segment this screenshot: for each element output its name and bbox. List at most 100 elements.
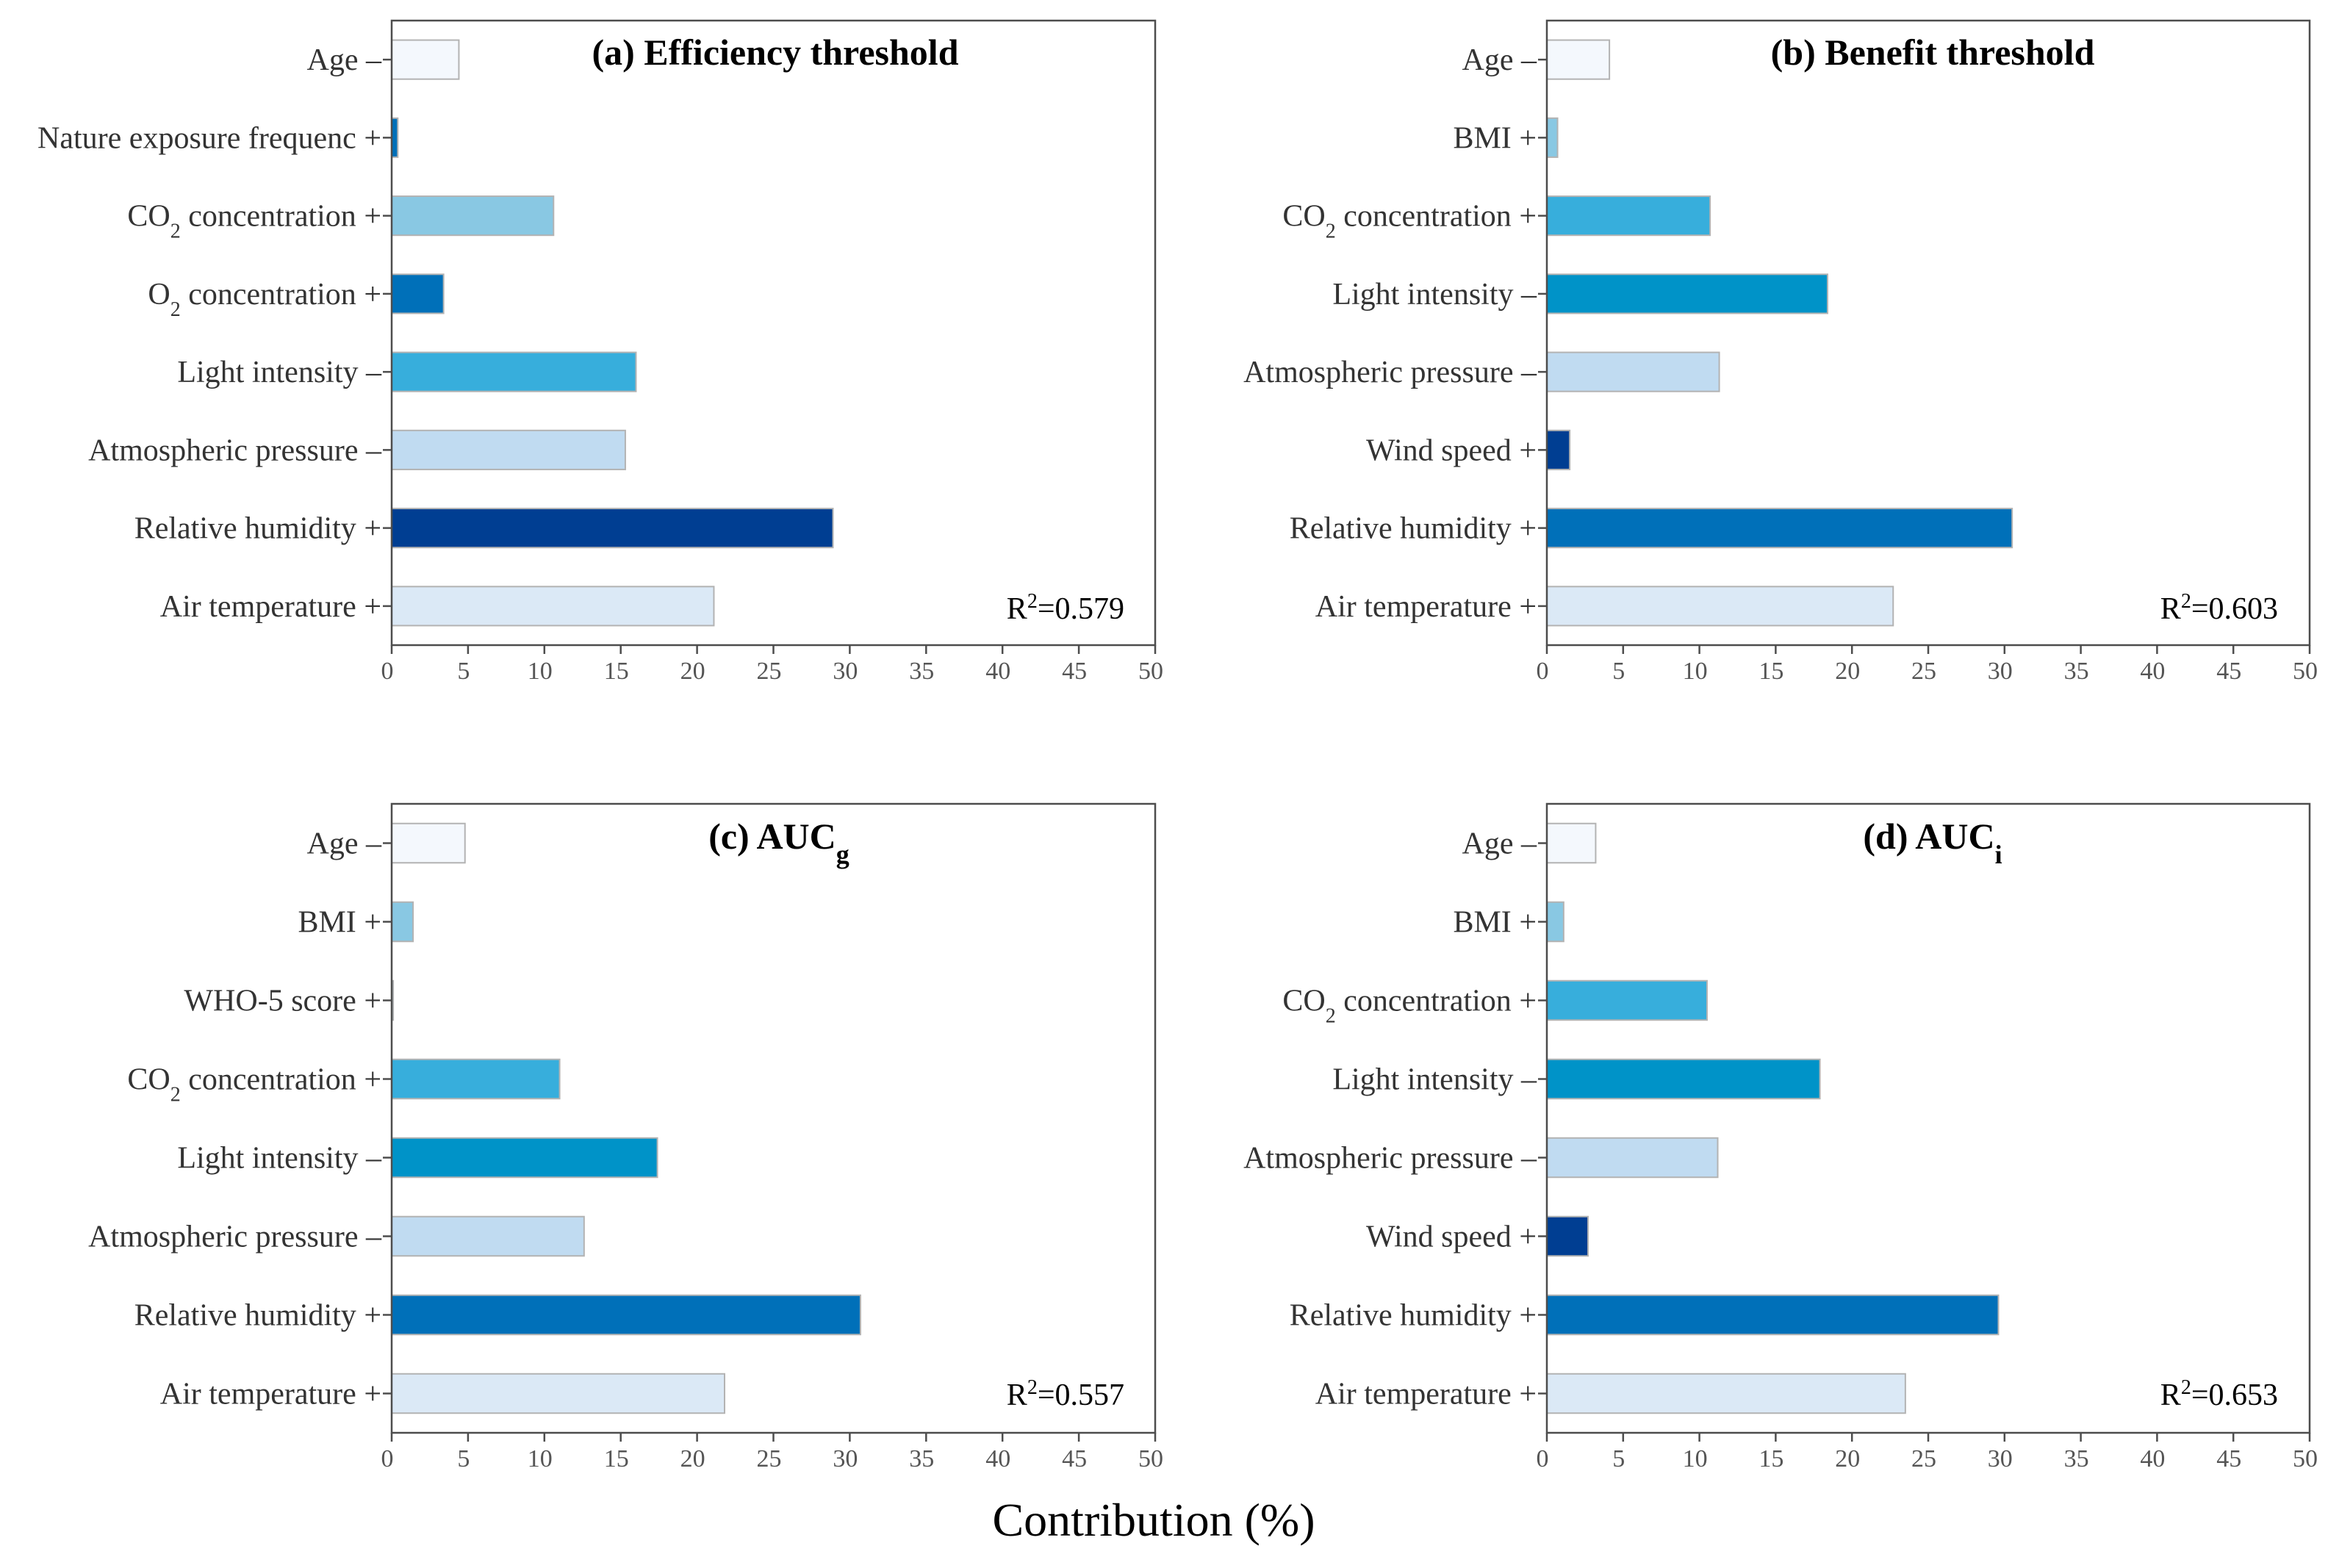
category-label-air-temperature: Air temperature + <box>1315 1378 1537 1411</box>
category-label-relative-humidity: Relative humidity + <box>134 512 381 546</box>
panel-title: (d) AUCi <box>1863 816 2002 869</box>
bar-atmospheric-pressure <box>1546 351 1720 392</box>
category-label-relative-humidity: Relative humidity + <box>1290 512 1537 546</box>
bar-light-intensity <box>391 351 637 392</box>
category-label-light-intensity: Light intensity – <box>177 356 382 389</box>
x-tick-label: 35 <box>2064 658 2089 685</box>
category-label-age: Age – <box>307 43 382 77</box>
x-tick-label: 45 <box>2216 658 2241 685</box>
x-tick-label: 0 <box>1537 1445 1549 1472</box>
x-tick-label: 0 <box>381 658 394 685</box>
bar-relative-humidity <box>1546 508 2013 549</box>
x-tick-label: 50 <box>2293 658 2318 685</box>
bar-age <box>1546 39 1611 80</box>
panel-title: (c) AUCg <box>708 816 849 869</box>
category-label-age: Age – <box>307 827 382 861</box>
bar-light-intensity <box>1546 273 1828 314</box>
bar-air-temperature <box>1546 1373 1906 1414</box>
bar-o2-concentration <box>391 273 445 314</box>
category-label-atmospheric-pressure: Atmospheric pressure – <box>1243 1142 1537 1176</box>
bar-co2-concentration <box>1546 195 1711 237</box>
bar-relative-humidity <box>391 508 834 549</box>
category-label-bmi: BMI + <box>1453 906 1537 940</box>
chart-panel-2: Age – BMI + CO2 concentration + Light inten… <box>1243 19 2318 685</box>
category-label-light-intensity: Light intensity – <box>1332 1063 1537 1097</box>
category-label-air-temperature: Air temperature + <box>160 1378 381 1411</box>
category-label-atmospheric-pressure: Atmospheric pressure – <box>88 1220 382 1254</box>
category-label-light-intensity: Light intensity – <box>1332 278 1537 312</box>
x-tick-label: 30 <box>833 658 858 685</box>
bar-atmospheric-pressure <box>1546 1137 1719 1179</box>
category-label-who-5-score: WHO-5 score + <box>184 985 381 1018</box>
bar-bmi <box>391 901 414 943</box>
bar-light-intensity <box>391 1137 658 1179</box>
bar-co2-concentration <box>391 195 555 237</box>
x-tick-label: 40 <box>985 1445 1010 1472</box>
bar-air-temperature <box>391 586 715 627</box>
r-squared-label: R2=0.579 <box>1007 590 1124 627</box>
panel-title: (b) Benefit threshold <box>1771 32 2095 73</box>
x-tick-label: 25 <box>1911 1445 1936 1472</box>
bar-air-temperature <box>1546 586 1894 627</box>
x-tick-label: 45 <box>1062 658 1087 685</box>
category-label-co2-concentration: CO2 concentration + <box>127 200 381 243</box>
x-tick-label: 30 <box>833 1445 858 1472</box>
bar-wind-speed <box>1546 1215 1589 1257</box>
bar-co2-concentration <box>391 1058 561 1100</box>
plot-frame <box>1545 802 2311 1434</box>
x-tick-label: 5 <box>1612 658 1625 685</box>
category-label-wind-speed: Wind speed + <box>1366 434 1537 467</box>
x-tick-label: 5 <box>457 658 470 685</box>
x-tick-label: 20 <box>1835 1445 1860 1472</box>
bar-relative-humidity <box>391 1294 861 1336</box>
r-squared-label: R2=0.653 <box>2160 1376 2278 1413</box>
x-tick-label: 35 <box>909 1445 934 1472</box>
x-tick-label: 40 <box>985 658 1010 685</box>
x-axis-label: Contribution (%) <box>992 1494 1315 1546</box>
bar-age <box>391 39 460 80</box>
x-tick-label: 10 <box>1683 1445 1708 1472</box>
x-tick-label: 5 <box>457 1445 470 1472</box>
panel-title: (a) Efficiency threshold <box>592 32 958 73</box>
x-tick-label: 25 <box>757 1445 782 1472</box>
category-label-air-temperature: Air temperature + <box>1315 590 1537 624</box>
x-tick-label: 25 <box>1911 658 1936 685</box>
category-label-co2-concentration: CO2 concentration + <box>1282 985 1537 1028</box>
chart-panel-4: Age – BMI + CO2 concentration + Light inten… <box>1243 802 2318 1472</box>
x-tick-label: 15 <box>604 658 629 685</box>
x-tick-label: 30 <box>1988 1445 2013 1472</box>
x-tick-label: 45 <box>1062 1445 1087 1472</box>
x-tick-label: 30 <box>1988 658 2013 685</box>
bar-bmi <box>1546 117 1559 158</box>
x-tick-label: 15 <box>1758 1445 1783 1472</box>
category-label-o2-concentration: O2 concentration + <box>148 278 381 321</box>
category-label-nature-exposure-frequenc: Nature exposure frequenc + <box>37 121 381 155</box>
x-tick-label: 10 <box>1683 658 1708 685</box>
category-label-atmospheric-pressure: Atmospheric pressure – <box>1243 356 1537 389</box>
x-tick-label: 20 <box>680 1445 705 1472</box>
x-tick-label: 45 <box>2216 1445 2241 1472</box>
bar-light-intensity <box>1546 1058 1821 1100</box>
x-tick-label: 10 <box>528 658 553 685</box>
x-tick-label: 20 <box>680 658 705 685</box>
x-tick-label: 15 <box>604 1445 629 1472</box>
category-label-wind-speed: Wind speed + <box>1366 1220 1537 1254</box>
category-label-relative-humidity: Relative humidity + <box>1290 1299 1537 1333</box>
x-tick-label: 35 <box>2064 1445 2089 1472</box>
category-label-light-intensity: Light intensity – <box>177 1142 382 1176</box>
category-label-air-temperature: Air temperature + <box>160 590 381 624</box>
plot-frame <box>390 802 1157 1434</box>
bar-relative-humidity <box>1546 1294 2000 1336</box>
plot-frame <box>1545 19 2311 647</box>
x-tick-label: 50 <box>1138 1445 1163 1472</box>
category-label-co2-concentration: CO2 concentration + <box>1282 200 1537 243</box>
x-tick-label: 20 <box>1835 658 1860 685</box>
plot-frame <box>390 19 1157 647</box>
category-label-bmi: BMI + <box>298 906 381 940</box>
bar-atmospheric-pressure <box>391 429 626 470</box>
bar-atmospheric-pressure <box>391 1215 585 1257</box>
x-tick-label: 25 <box>757 658 782 685</box>
chart-panel-1: Age – Nature exposure frequenc + CO2 conce… <box>37 19 1163 685</box>
x-tick-label: 35 <box>909 658 934 685</box>
